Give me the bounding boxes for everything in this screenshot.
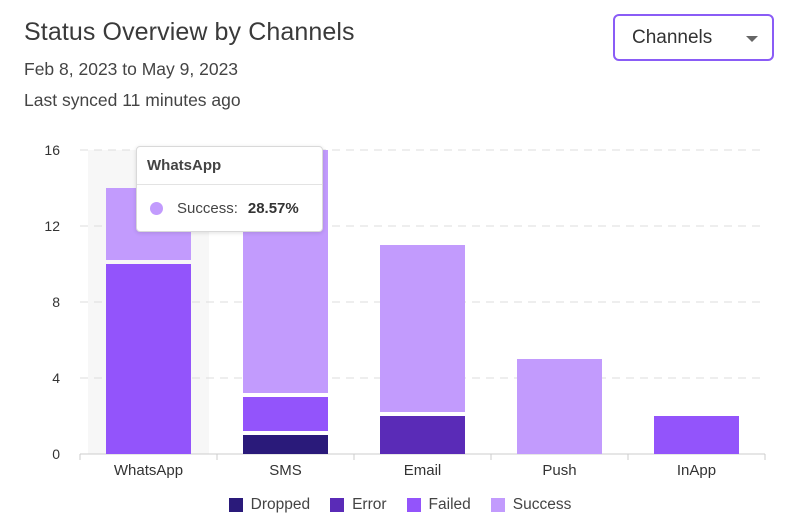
legend-item-dropped[interactable]: Dropped (228, 496, 311, 514)
legend-label: Dropped (250, 496, 311, 513)
x-tick-label: WhatsApp (114, 462, 183, 479)
tooltip-dot (150, 202, 163, 215)
chevron-down-icon (746, 36, 758, 42)
legend-item-failed[interactable]: Failed (406, 496, 471, 514)
x-tick-label: Email (404, 462, 442, 479)
tooltip-label: Success: (177, 200, 238, 217)
y-tick-label: 0 (52, 446, 60, 462)
x-tick-label: InApp (677, 462, 716, 479)
page-title: Status Overview by Channels (24, 18, 355, 46)
y-tick-label: 12 (44, 218, 60, 234)
tooltip-title: WhatsApp (137, 147, 322, 185)
chart-legend: Dropped Error Failed Success (0, 496, 800, 514)
channels-dropdown[interactable]: Channels (613, 14, 774, 61)
bar-inapp-failed (654, 416, 739, 454)
y-tick-label: 16 (44, 142, 60, 158)
chart-tooltip: WhatsApp Success: 28.57% (136, 146, 323, 232)
legend-swatch (406, 498, 421, 512)
bar-email-error (380, 416, 465, 454)
legend-swatch (490, 498, 505, 512)
legend-item-error[interactable]: Error (330, 496, 387, 514)
bar-sms-failed (243, 397, 328, 431)
legend-swatch (228, 498, 243, 512)
bar-push-success (517, 359, 602, 454)
channels-dropdown-value: Channels (632, 26, 713, 48)
legend-label: Success (512, 496, 572, 513)
bar-sms-dropped (243, 435, 328, 454)
last-synced: Last synced 11 minutes ago (24, 90, 241, 110)
y-tick-label: 4 (52, 370, 60, 386)
bar-whatsapp-failed (106, 264, 191, 454)
legend-label: Failed (428, 496, 471, 513)
tooltip-row: Success: 28.57% (137, 185, 322, 232)
x-tick-label: Push (542, 462, 576, 479)
x-tick-label: SMS (269, 462, 302, 479)
legend-swatch (330, 498, 345, 512)
legend-label: Error (352, 496, 387, 513)
tooltip-value: 28.57% (247, 200, 299, 217)
y-tick-label: 8 (52, 294, 60, 310)
status-chart: 0 4 8 12 16 WhatsApp SMS Email Push InApp (44, 142, 766, 479)
date-range: Feb 8, 2023 to May 9, 2023 (24, 59, 239, 79)
bar-email-success (380, 245, 465, 412)
legend-item-success[interactable]: Success (490, 496, 572, 514)
